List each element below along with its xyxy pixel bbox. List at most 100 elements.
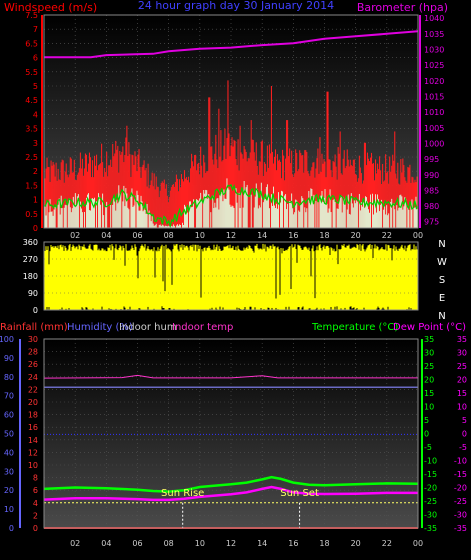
temperature-tick-label: 25: [424, 362, 434, 371]
windspeed-tick-label: 4.5: [25, 96, 38, 105]
humidity-tick-label: 30: [4, 467, 14, 476]
wind-time-tick-label: 02: [70, 231, 80, 240]
barometer-tick-label: 1005: [424, 124, 444, 133]
dew-point-tick-label: -15: [454, 470, 467, 479]
barometer-tick-label: 1030: [424, 45, 444, 54]
temperature-time-tick-label: 12: [226, 539, 236, 548]
temperature-tick-label: -5: [424, 443, 432, 452]
barometer-tick-label: 1000: [424, 139, 444, 148]
rainfall-tick-label: 20: [28, 398, 38, 407]
dew-point-tick-label: 0: [462, 430, 467, 439]
windspeed-tick-label: 5: [33, 82, 38, 91]
wind-time-tick-label: 06: [132, 231, 142, 240]
temperature-time-tick-label: 00: [413, 539, 423, 548]
indoor-temperature-line: [43, 374, 418, 379]
direction-tick-label: 360: [23, 238, 38, 247]
barometer-tick-label: 1010: [424, 108, 444, 117]
rainfall-tick-label: 12: [28, 448, 38, 457]
direction-series: [43, 243, 418, 310]
temperature-tick-label: -10: [424, 457, 437, 466]
wind-average-line: [43, 183, 419, 229]
dew-point-tick-label: 25: [457, 362, 467, 371]
humidity-tick-label: 90: [4, 354, 14, 363]
windspeed-tick-label: 0: [33, 224, 38, 233]
temperature-time-tick-label: 14: [257, 539, 267, 548]
humidity-tick-label: 0: [9, 524, 14, 533]
rainfall-label: Rainfall (mm): [0, 322, 68, 333]
humidity-label: Humidity (%): [67, 322, 133, 333]
humidity-tick-label: 80: [4, 373, 14, 382]
windspeed-axis-label: Windspeed (m/s): [4, 1, 97, 14]
humidity-tick-label: 40: [4, 448, 14, 457]
dew-point-tick-label: 10: [457, 403, 467, 412]
rainfall-tick-label: 6: [33, 486, 38, 495]
rainfall-tick-label: 22: [28, 385, 38, 394]
temperature-time-tick-label: 06: [132, 539, 142, 548]
temperature-tick-label: -25: [424, 497, 437, 506]
barometer-tick-label: 1020: [424, 77, 444, 86]
direction-tick-label: 180: [23, 272, 38, 281]
wind-plot-frame: [43, 14, 419, 229]
humidity-tick-label: 100: [0, 335, 14, 344]
temperature-line: [43, 475, 419, 493]
compass-label: E: [439, 293, 445, 304]
dew-point-label: Dew Point (°C): [393, 322, 466, 333]
dew-point-line: [43, 485, 418, 502]
windspeed-tick-label: 1.5: [25, 181, 38, 190]
windspeed-tick-label: 7: [33, 25, 38, 34]
windspeed-tick-label: 4: [33, 110, 38, 119]
wind-time-tick-label: 08: [164, 231, 174, 240]
dew-point-axis: 35 30 25 20 15 10 5 0 -5 -10 -15 -20 -25 -30 -35: [454, 335, 467, 533]
temperature-time-tick-label: 16: [288, 539, 298, 548]
windspeed-tick-label: 7.5: [25, 11, 38, 20]
temperature-time-tick-label: 10: [195, 539, 205, 548]
rainfall-tick-label: 28: [28, 348, 38, 357]
rainfall-tick-label: 8: [33, 474, 38, 483]
compass-label: N: [438, 239, 445, 250]
windspeed-tick-label: 6.5: [25, 39, 38, 48]
indoor-temperature-label: Indoor temp: [172, 322, 233, 333]
temperature-tick-label: 0: [424, 430, 429, 439]
barometer-line: [44, 30, 419, 59]
wind-time-tick-label: 14: [257, 231, 267, 240]
windspeed-tick-label: 2: [33, 167, 38, 176]
windspeed-axis: 7.5 7 6.5 6 5.5 5 4.5 4 3.5 3 2.5 2 1.5 1 0.5 0: [25, 11, 43, 233]
barometer-axis: 1040 1035 1030 1025 1020 1015 1010 1005 1000 995 9…: [419, 14, 444, 228]
direction-axis: 360 270 180 90 0: [23, 238, 38, 315]
direction-tick-label: 0: [33, 306, 38, 315]
dew-point-tick-label: -10: [454, 457, 467, 466]
barometer-tick-label: 975: [424, 218, 439, 227]
temperature-time-axis: 02 04 06 08 10 12 14 16 18 20 22 00: [70, 539, 423, 548]
wind-time-tick-label: 20: [351, 231, 361, 240]
wind-time-tick-label: 00: [413, 231, 423, 240]
wind-time-tick-label: 22: [382, 231, 392, 240]
temperature-time-tick-label: 20: [351, 539, 361, 548]
dew-point-tick-label: -25: [454, 497, 467, 506]
temperature-tick-label: 15: [424, 389, 434, 398]
humidity-tick-label: 70: [4, 392, 14, 401]
temperature-tick-label: 5: [424, 416, 429, 425]
temperature-label: Temperature (°C): [311, 322, 398, 333]
windspeed-tick-label: 2.5: [25, 153, 38, 162]
rainfall-tick-label: 2: [33, 511, 38, 520]
direction-plot-frame: [43, 241, 419, 311]
temperature-time-tick-label: 04: [101, 539, 111, 548]
windspeed-tick-label: 3: [33, 139, 38, 148]
windspeed-tick-label: 0.5: [25, 210, 38, 219]
barometer-tick-label: 990: [424, 171, 439, 180]
wind-time-tick-label: 18: [319, 231, 329, 240]
wind-time-tick-label: 16: [288, 231, 298, 240]
dew-point-tick-label: 15: [457, 389, 467, 398]
barometer-tick-label: 1035: [424, 30, 444, 39]
temperature-tick-label: 20: [424, 376, 434, 385]
rainfall-tick-label: 18: [28, 411, 38, 420]
rainfall-tick-label: 24: [28, 373, 38, 382]
humidity-tick-label: 50: [4, 430, 14, 439]
humidity-tick-label: 20: [4, 486, 14, 495]
wind-time-tick-label: 12: [226, 231, 236, 240]
temperature-axis: 35 30 25 20 15 10 5 0 -5 -10 -15 -20 -25 -30 -35: [421, 335, 437, 533]
dew-point-tick-label: -5: [459, 443, 467, 452]
windspeed-tick-label: 5.5: [25, 68, 38, 77]
